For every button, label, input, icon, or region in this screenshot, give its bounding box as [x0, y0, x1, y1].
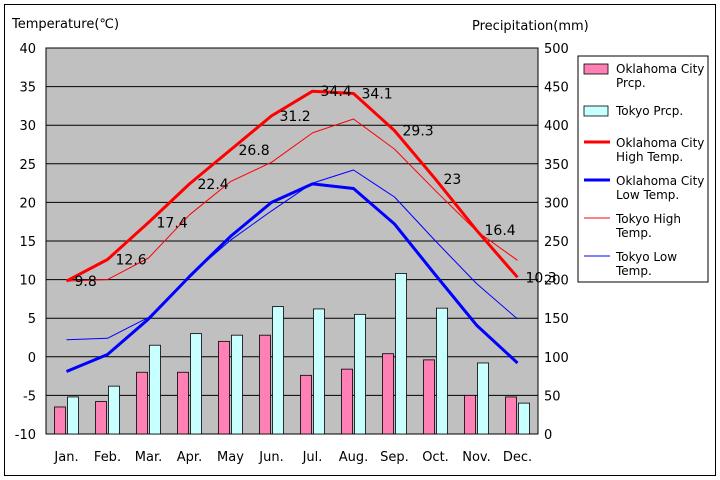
precip-bar — [395, 273, 407, 435]
precip-bar — [149, 344, 161, 435]
data-label: 23 — [444, 172, 462, 188]
legend-label: Oklahoma City — [616, 136, 704, 150]
x-tick-label: May — [217, 450, 244, 465]
legend-box — [577, 55, 709, 283]
precip-bar — [354, 313, 366, 435]
y-right-tick-label: 350 — [544, 158, 569, 173]
temp-line — [66, 169, 518, 341]
y-left-tick-label: 30 — [19, 119, 36, 134]
precip-bar — [95, 401, 107, 435]
precip-bar — [505, 396, 517, 435]
data-label: 10.3 — [526, 270, 557, 286]
precip-bar — [477, 362, 489, 435]
precip-bar — [108, 385, 120, 435]
data-label: 29.3 — [403, 124, 434, 140]
legend-label: Tokyo High — [615, 212, 681, 226]
y-left-tick-label: 35 — [19, 81, 36, 96]
precip-bar — [518, 402, 530, 435]
legend-label: High Temp. — [616, 150, 683, 164]
temp-line — [66, 118, 518, 282]
precip-bar — [190, 333, 202, 435]
legend-label: Tokyo Prcp. — [615, 104, 683, 118]
data-label: 17.4 — [157, 215, 188, 231]
y-left-tick-label: 20 — [19, 196, 36, 211]
precip-bar — [272, 306, 284, 435]
x-tick-label: Sep. — [380, 450, 409, 465]
legend-swatch — [583, 63, 609, 75]
axis-layer: 4035302520151050-5-105004504003503002502… — [15, 42, 569, 465]
line-layer — [65, 89, 519, 373]
y-left-tick-label: -10 — [15, 428, 36, 443]
y-right-tick-label: 450 — [544, 81, 569, 96]
precip-bar — [464, 394, 476, 435]
y-left-tick-label: -5 — [23, 389, 36, 404]
y-left-axis-title: Temperature(℃) — [11, 17, 119, 32]
x-tick-label: Oct. — [422, 450, 449, 465]
bar-layer — [54, 273, 530, 435]
precip-bar — [259, 334, 271, 435]
data-label: 16.4 — [485, 223, 516, 239]
y-left-tick-label: 25 — [19, 158, 36, 173]
precip-bar — [382, 353, 394, 435]
data-label-layer: 9.8 12.6 17.4 22.4 26.8 31.2 34.4 34.1 29.3 23 16.… — [75, 84, 557, 290]
x-tick-label: Aug. — [339, 450, 369, 465]
data-label: 34.4 — [321, 84, 352, 100]
y-left-tick-label: 10 — [19, 274, 36, 289]
precip-bar — [67, 396, 79, 435]
legend-label: Oklahoma City — [616, 174, 704, 188]
precip-bar — [313, 308, 325, 435]
legend-label: Prcp. — [616, 76, 646, 90]
x-tick-label: Jun. — [258, 450, 283, 465]
data-label: 12.6 — [116, 253, 147, 269]
y-right-tick-label: 250 — [544, 235, 569, 250]
data-label: 9.8 — [75, 274, 97, 290]
y-right-tick-label: 500 — [544, 42, 569, 57]
data-label: 34.1 — [362, 87, 393, 103]
y-right-tick-label: 300 — [544, 196, 569, 211]
data-label: 22.4 — [198, 177, 229, 193]
y-right-axis-title: Precipitation(mm) — [472, 19, 589, 34]
precip-bar — [300, 374, 312, 435]
y-right-tick-label: 100 — [544, 351, 569, 366]
y-right-tick-label: 200 — [544, 274, 569, 289]
legend-swatch — [583, 105, 609, 117]
x-tick-label: Dec. — [503, 450, 532, 465]
y-left-tick-label: 15 — [19, 235, 36, 250]
x-tick-label: Nov. — [462, 450, 491, 465]
x-tick-label: Jul. — [302, 450, 323, 465]
x-tick-label: Feb. — [94, 450, 121, 465]
y-left-tick-label: 5 — [28, 312, 36, 327]
precip-bar — [218, 340, 230, 435]
legend-label: Tokyo Low — [615, 250, 677, 264]
precip-bar — [231, 334, 243, 435]
y-right-tick-label: 150 — [544, 312, 569, 327]
legend-label: Temp. — [615, 226, 652, 240]
precip-bar — [54, 406, 66, 435]
precip-bar — [423, 359, 435, 435]
x-tick-label: Mar. — [135, 450, 162, 465]
y-right-tick-label: 400 — [544, 119, 569, 134]
temp-line — [65, 89, 519, 283]
precip-bar — [341, 368, 353, 435]
precip-bar — [177, 371, 189, 435]
data-label: 31.2 — [280, 109, 311, 125]
x-tick-label: Apr. — [177, 450, 202, 465]
y-right-tick-label: 50 — [544, 389, 561, 404]
legend-label: Low Temp. — [616, 188, 679, 202]
x-tick-label: Jan. — [53, 450, 78, 465]
data-label: 26.8 — [239, 143, 270, 159]
legend-label: Temp. — [615, 264, 652, 278]
temp-line — [65, 182, 519, 373]
y-left-tick-label: 40 — [19, 42, 36, 57]
legend-label: Oklahoma City — [616, 62, 704, 76]
precip-bar — [436, 307, 448, 435]
precip-bar — [136, 371, 148, 435]
y-left-tick-label: 0 — [28, 351, 36, 366]
y-right-tick-label: 0 — [544, 428, 552, 443]
